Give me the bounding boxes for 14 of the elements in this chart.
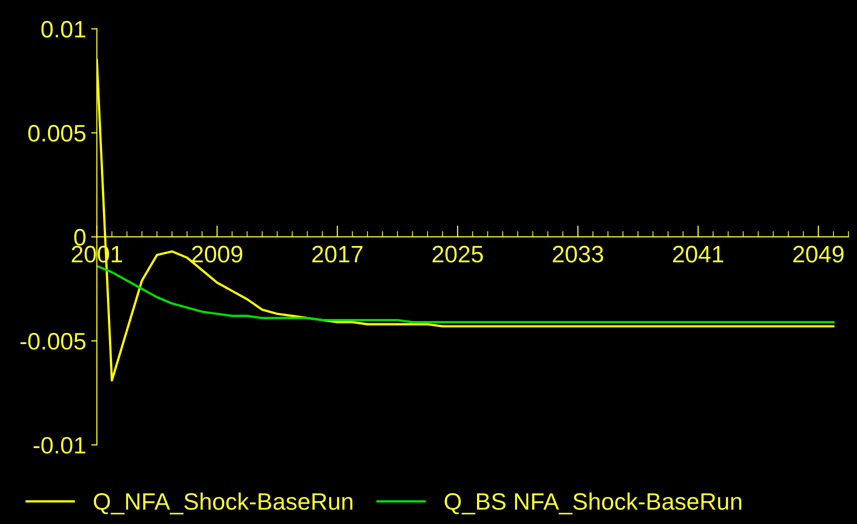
y-tick-label: -0.01 [34,436,86,454]
x-tick-label: 2041 [673,246,724,263]
x-tick-label: 2033 [552,246,604,263]
y-tick-label: 0.005 [28,124,86,142]
y-tick-label: 0 [74,228,86,246]
y-tick-label: 0.01 [41,20,86,38]
line-series [96,264,835,324]
x-tick-label: 2025 [432,246,483,263]
legend-label: Q_BS NFA_Shock-BaseRun [444,492,742,514]
y-tick-label: -0.005 [20,332,86,350]
x-tick-label: 2017 [312,246,362,263]
x-tick-label: 2009 [192,246,242,263]
legend-label: Q_NFA_Shock-BaseRun [94,492,352,514]
x-tick-label: 2049 [793,246,844,263]
